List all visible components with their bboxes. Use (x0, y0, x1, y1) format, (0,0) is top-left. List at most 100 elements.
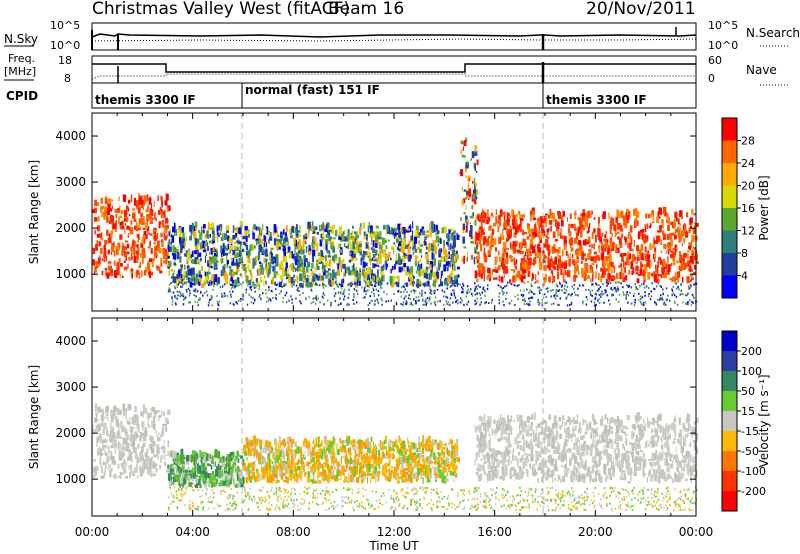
power-echo-cell (415, 225, 419, 230)
power-echo-cell (637, 251, 640, 254)
power-echo-cell (424, 300, 427, 303)
power-echo-cell (487, 250, 492, 256)
velocity-echo-cell (175, 463, 179, 467)
power-echo-cell (239, 241, 243, 249)
power-echo-cell (498, 250, 500, 256)
power-echo-cell (138, 198, 141, 205)
power-echo-cell (677, 229, 681, 238)
velocity-echo-cell (164, 461, 166, 466)
power-echo-cell (229, 302, 232, 305)
power-echo-cell (417, 283, 419, 286)
power-echo-cell (377, 264, 380, 268)
power-echo-cell (214, 283, 216, 285)
velocity-echo-cell (408, 456, 412, 460)
power-echo-cell (108, 220, 112, 224)
power-echo-cell (247, 258, 251, 263)
velocity-echo-cell (202, 474, 205, 482)
power-echo-cell (460, 140, 464, 145)
power-echo-cell (291, 225, 294, 233)
power-echo-cell (307, 261, 311, 268)
power-echo-cell (530, 251, 532, 254)
velocity-echo-cell (307, 442, 311, 447)
power-echo-cell (212, 233, 216, 241)
power-echo-cell (625, 257, 630, 265)
power-echo-cell (275, 293, 277, 296)
power-echo-cell (295, 284, 298, 287)
power-echo-cell (337, 263, 340, 270)
power-echo-cell (141, 254, 145, 259)
power-echo-cell (451, 255, 453, 262)
power-echo-cell (453, 294, 456, 297)
velocity-echo-cell (113, 405, 117, 412)
power-echo-cell (331, 273, 336, 279)
velocity-echo-cell (283, 480, 287, 482)
power-echo-cell (227, 259, 229, 265)
power-echo-cell (209, 271, 211, 275)
velocity-echo-cell (192, 450, 194, 458)
power-echo-cell (252, 236, 255, 240)
power-echo-cell (331, 280, 335, 286)
power-echo-cell (429, 288, 431, 291)
power-echo-cell (275, 297, 277, 300)
power-echo-cell (611, 288, 614, 291)
power-echo-cell (241, 264, 245, 269)
power-echo-cell (403, 297, 405, 300)
power-echo-cell (160, 257, 162, 263)
power-echo-cell (625, 211, 628, 218)
power-echo-cell (312, 226, 316, 231)
power-echo-cell (615, 290, 617, 293)
velocity-echo-cell (420, 441, 423, 447)
power-echo-cell (690, 273, 694, 277)
power-echo-cell (97, 228, 100, 231)
power-echo-cell (310, 302, 313, 305)
velocity-echo-cell (239, 454, 241, 457)
power-echo-cell (578, 271, 580, 275)
power-echo-cell (204, 282, 206, 285)
velocity-echo-cell (109, 464, 111, 470)
power-echo-cell (632, 248, 634, 252)
power-echo-cell (425, 284, 429, 287)
power-echo-cell (504, 285, 506, 288)
power-echo-cell (436, 288, 439, 291)
power-echo-cell (220, 270, 223, 277)
power-echo-cell (492, 269, 496, 273)
cpid-segment-2: normal (fast) 151 IF (245, 83, 380, 97)
power-echo-cell (214, 274, 218, 283)
power-echo-cell (503, 215, 506, 223)
power-echo-cell (500, 260, 502, 267)
power-echo-cell (104, 255, 106, 262)
power-echo-cell (437, 243, 439, 247)
power-echo-cell (594, 298, 596, 301)
power-echo-cell (455, 299, 458, 302)
power-echo-cell (374, 263, 378, 267)
power-echo-cell (105, 212, 109, 216)
nave-label: Nave (746, 63, 777, 77)
power-echo-cell (240, 256, 243, 262)
power-echo-cell (641, 233, 645, 240)
power-echo-cell (591, 263, 595, 266)
velocity-echo-cell (119, 443, 121, 449)
power-echo-cell (461, 258, 464, 262)
velocity-echo-cell (359, 462, 362, 466)
power-echo-cell (347, 284, 350, 287)
power-echo-cell (189, 254, 191, 261)
power-echo-cell (469, 230, 473, 237)
power-echo-cell (178, 278, 182, 283)
power-echo-cell (283, 285, 285, 287)
power-echo-cell (257, 251, 261, 259)
power-echo-cell (253, 286, 256, 289)
velocity-echo-cell (365, 452, 368, 457)
power-echo-cell (315, 298, 318, 301)
velocity-echo-cell (239, 479, 244, 485)
velocity-echo-cell (172, 458, 177, 461)
power-echo-cell (188, 250, 191, 255)
power-echo-cell (171, 303, 174, 306)
power-echo-cell (447, 239, 450, 247)
power-echo-cell (630, 238, 632, 246)
power-echo-cell (543, 283, 545, 286)
power-echo-cell (561, 214, 563, 220)
power-echo-cell (521, 214, 526, 218)
velocity-echo-cell (313, 445, 316, 450)
power-echo-cell (246, 244, 249, 250)
power-echo-cell (261, 239, 264, 245)
